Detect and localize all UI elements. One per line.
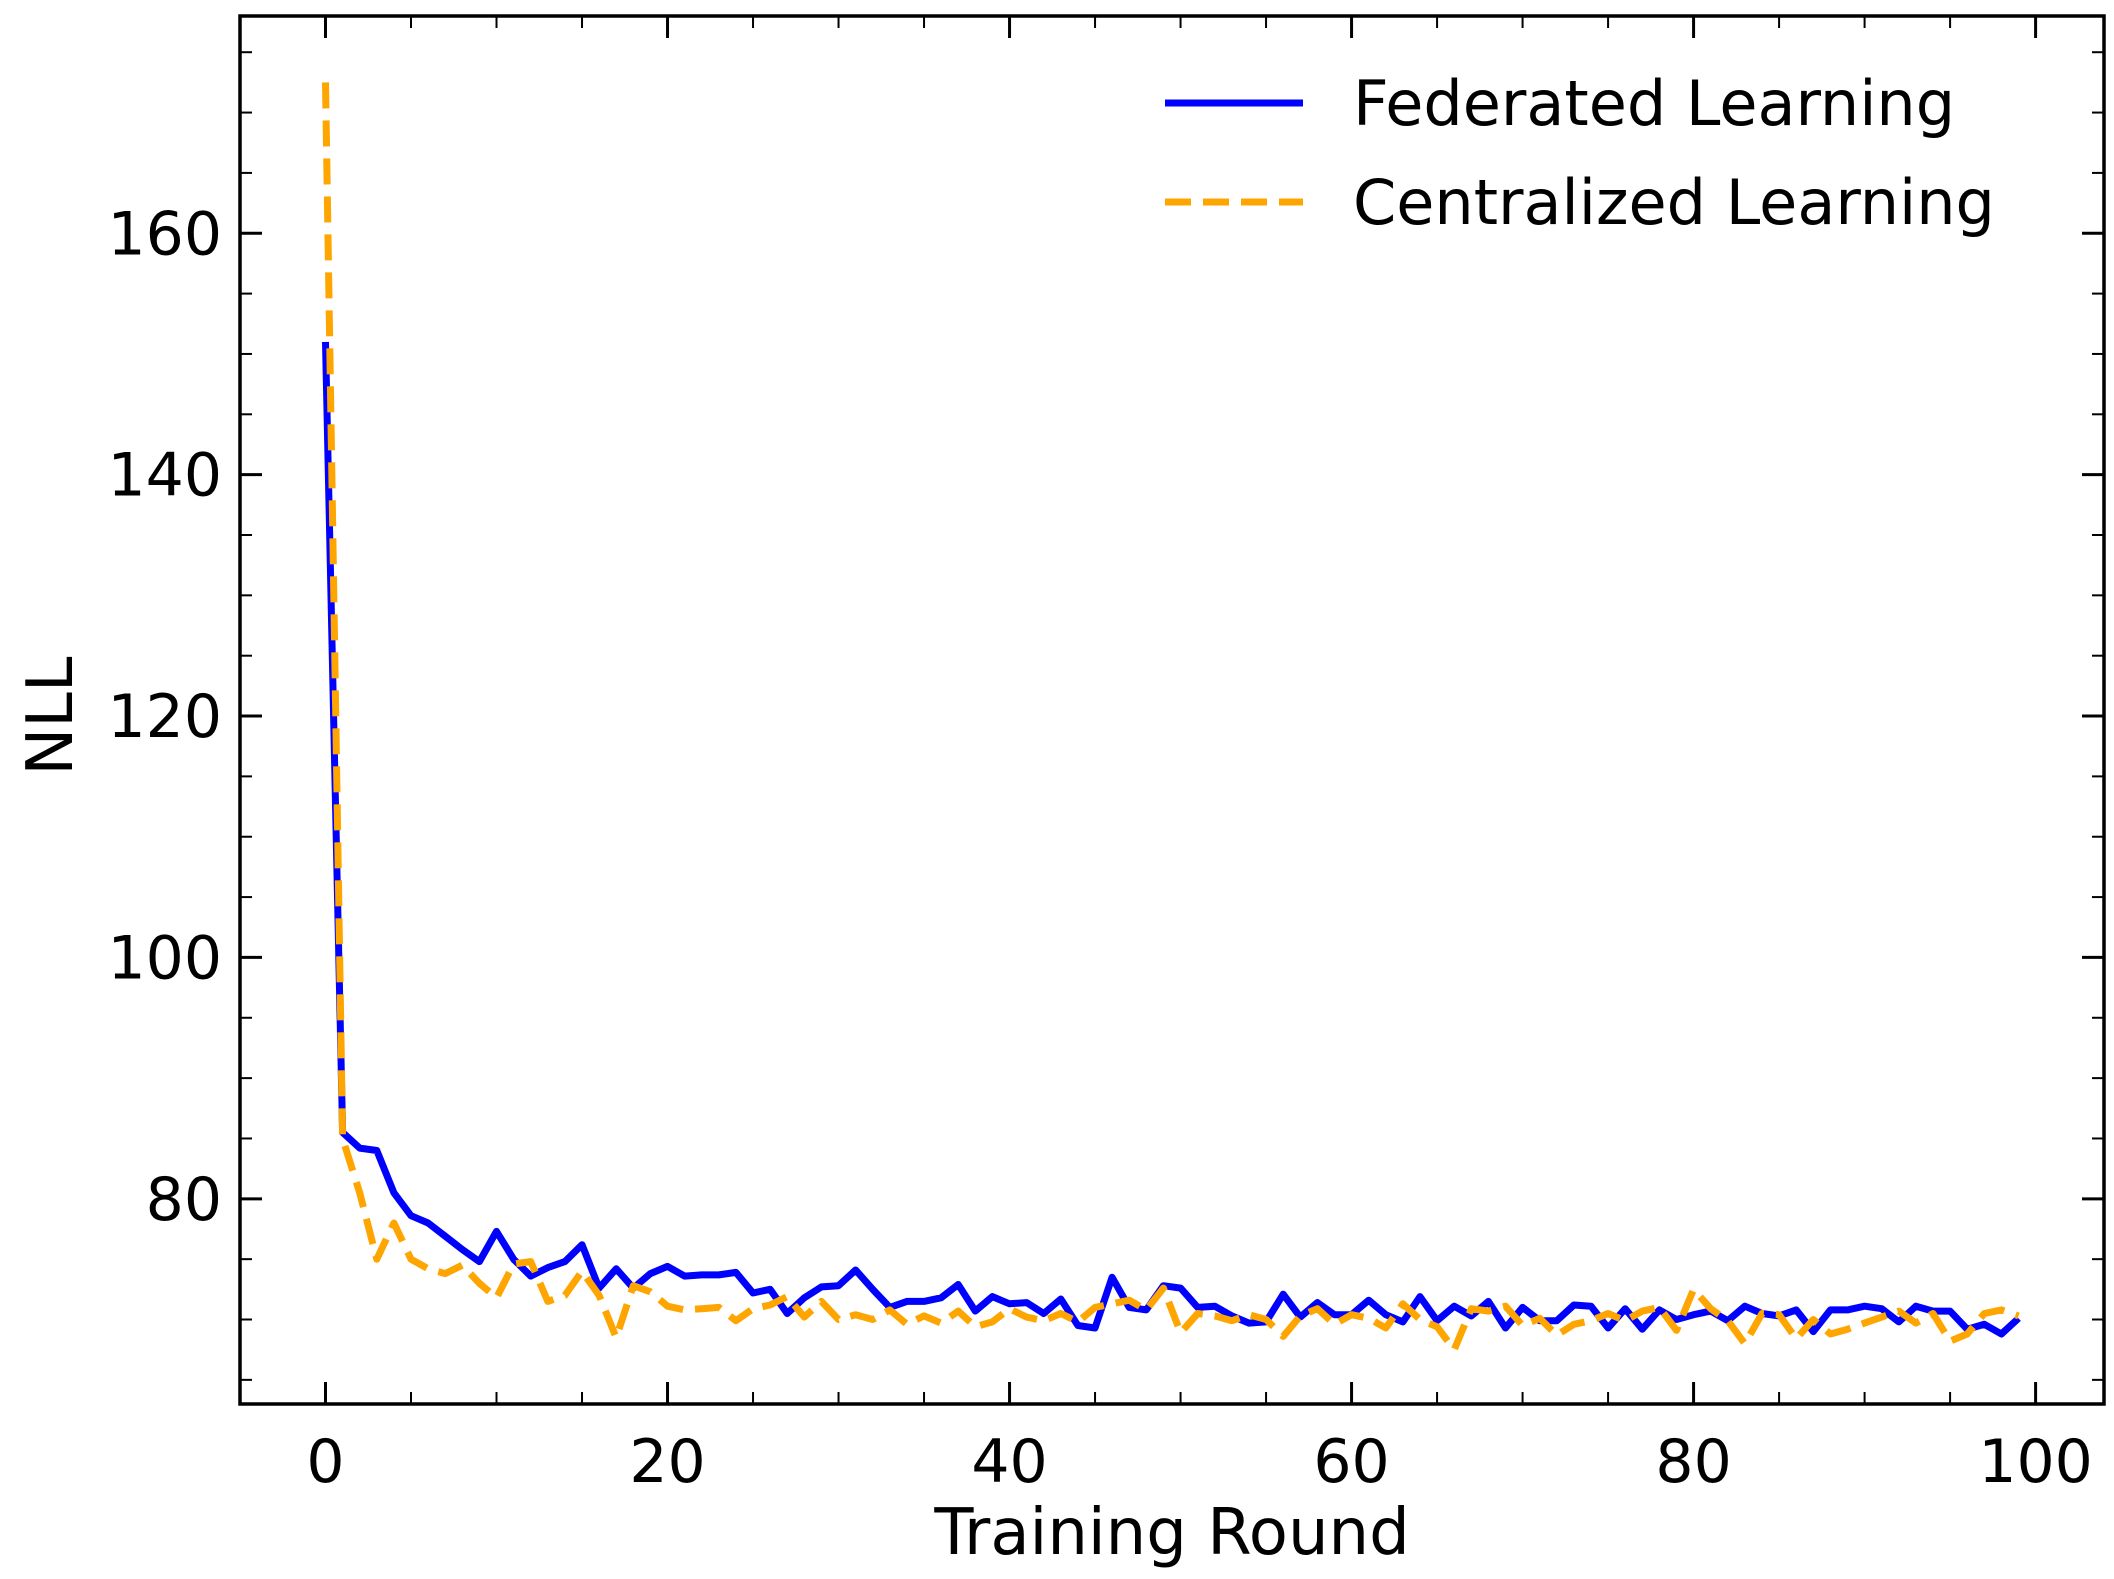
x-tick-label: 100 (1978, 1427, 2093, 1497)
x-tick-label: 20 (629, 1427, 705, 1497)
major-ticks (240, 16, 2104, 1404)
y-tick-label: 100 (107, 923, 222, 993)
y-tick-label: 140 (107, 441, 222, 511)
x-tick-label: 0 (306, 1427, 344, 1497)
x-tick-label: 80 (1655, 1427, 1731, 1497)
legend-label-centralized: Centralized Learning (1353, 166, 1995, 239)
minor-ticks (239, 16, 2104, 1404)
series-lines (322, 82, 2021, 1354)
legend-label-federated: Federated Learning (1353, 67, 1955, 140)
x-tick-labels: 0 20 40 60 80 100 (306, 1427, 2092, 1497)
y-axis-title: NLL (14, 656, 88, 776)
plot-frame (238, 14, 2106, 1406)
x-tick-label: 40 (971, 1427, 1047, 1497)
series-line-centralized (322, 82, 2020, 1354)
series-line-federated (322, 341, 2021, 1338)
x-axis-title: Training Round (933, 1496, 1409, 1570)
y-tick-label: 120 (107, 682, 222, 752)
x-tick-label: 60 (1313, 1427, 1389, 1497)
legend: Federated Learning Centralized Learning (1165, 67, 1995, 239)
y-tick-label: 80 (146, 1165, 222, 1235)
y-tick-labels: 80 100 120 140 160 (107, 199, 222, 1235)
y-tick-label: 160 (107, 199, 222, 269)
